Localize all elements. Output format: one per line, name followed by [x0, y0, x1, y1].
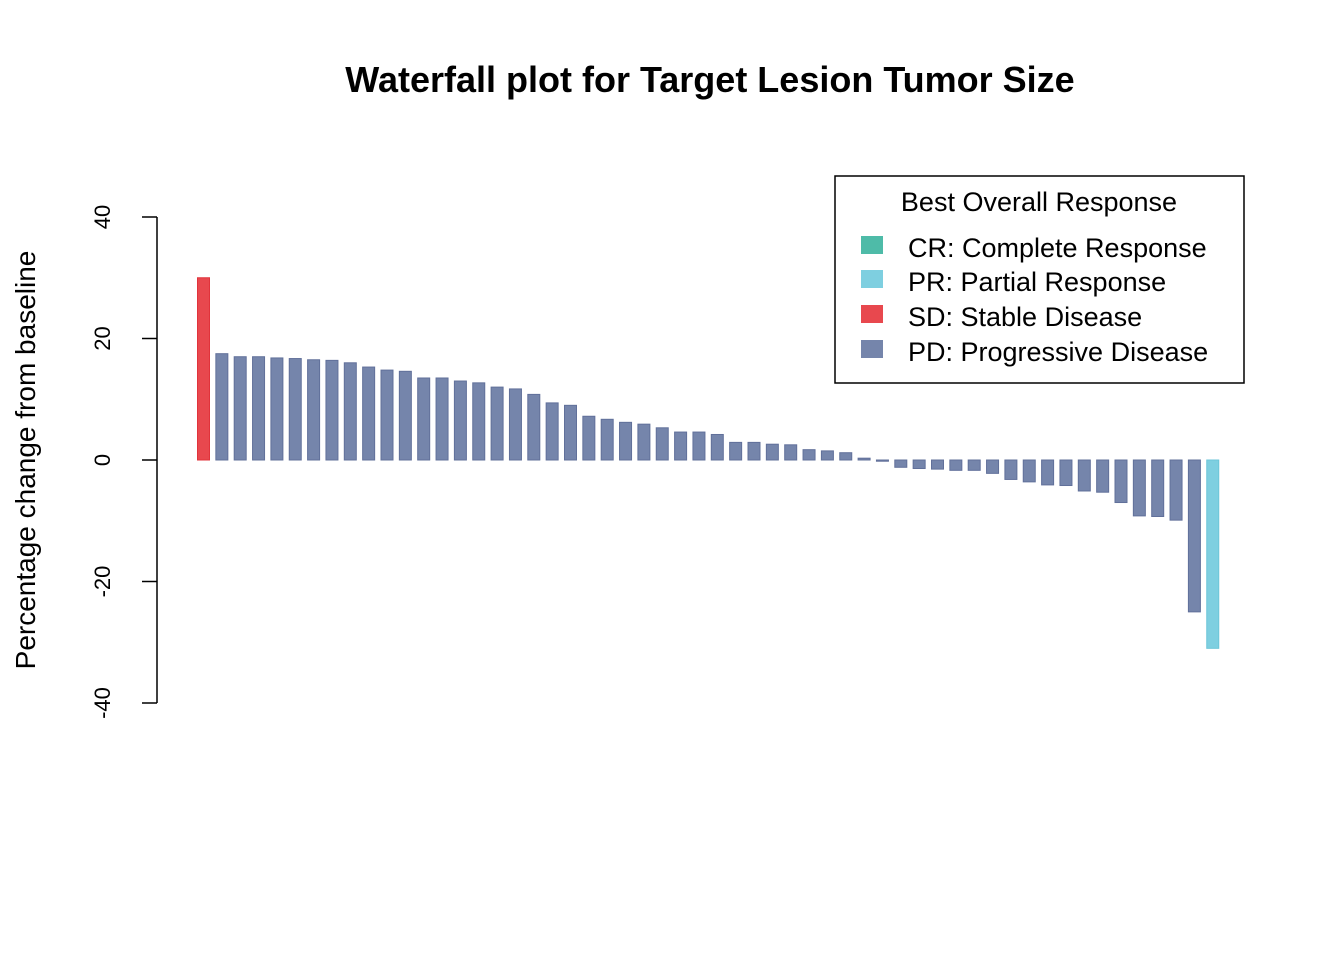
y-axis: -40 -20 0 20 40 — [90, 205, 158, 719]
bar — [1004, 459, 1018, 480]
y-axis-label: Percentage change from baseline — [10, 251, 41, 670]
bar — [967, 459, 981, 471]
chart-title: Waterfall plot for Target Lesion Tumor S… — [345, 59, 1074, 100]
bar — [857, 457, 871, 461]
bar — [490, 386, 504, 461]
bar — [362, 366, 376, 461]
legend-title: Best Overall Response — [901, 187, 1177, 217]
bar — [839, 452, 853, 461]
bar — [380, 369, 394, 461]
bar — [802, 449, 816, 461]
y-tick-label: 0 — [90, 454, 115, 466]
bar — [1022, 459, 1036, 483]
bar — [564, 404, 577, 461]
bar — [1169, 459, 1183, 521]
bar — [307, 359, 321, 461]
legend-label-cr: CR: Complete Response — [908, 233, 1207, 263]
legend-box — [834, 175, 1245, 384]
y-tick-label: -40 — [90, 687, 115, 719]
bar — [820, 450, 834, 461]
bar — [784, 444, 798, 461]
bar — [747, 441, 761, 461]
bar — [527, 393, 541, 461]
bar — [435, 377, 449, 461]
bar — [1077, 459, 1091, 492]
bar — [710, 433, 724, 461]
bar — [875, 459, 889, 462]
bar-series — [197, 277, 1220, 649]
bar — [398, 370, 412, 461]
bar — [729, 441, 743, 461]
bar — [912, 459, 926, 470]
legend-swatch-cr — [861, 236, 883, 254]
bar — [637, 423, 651, 461]
bar — [1114, 459, 1128, 504]
bar — [692, 431, 706, 461]
legend-label-sd: SD: Stable Disease — [908, 302, 1142, 332]
y-tick-label: 20 — [90, 326, 115, 350]
bar — [252, 356, 266, 461]
bar — [1151, 459, 1165, 517]
bar — [417, 377, 431, 461]
bar — [453, 380, 467, 461]
bar — [1096, 459, 1110, 493]
bar — [545, 402, 559, 461]
bar — [986, 459, 1000, 474]
bar — [894, 459, 908, 468]
y-tick-label: -20 — [90, 566, 115, 598]
bar — [343, 362, 357, 461]
bar — [600, 418, 614, 461]
bar — [1059, 459, 1073, 487]
legend-swatch-pr — [861, 270, 883, 288]
y-tick-label: 40 — [90, 205, 115, 229]
bar — [1206, 459, 1220, 649]
legend-swatch-sd — [861, 305, 883, 323]
bar — [765, 443, 779, 461]
bar — [215, 353, 229, 461]
bar — [288, 358, 302, 461]
bar — [655, 427, 669, 461]
bar — [1132, 459, 1146, 517]
bar — [270, 357, 284, 461]
bar — [949, 459, 963, 471]
bar — [619, 421, 633, 461]
bar — [197, 277, 210, 461]
legend: Best Overall Response CR: Complete Respo… — [834, 175, 1245, 384]
bar — [508, 388, 522, 461]
legend-label-pr: PR: Partial Response — [908, 267, 1166, 297]
bar — [582, 415, 596, 461]
bar — [1041, 459, 1055, 486]
legend-label-pd: PD: Progressive Disease — [908, 337, 1208, 367]
bar — [472, 382, 486, 461]
bar — [233, 356, 247, 461]
bar — [931, 459, 944, 470]
bar — [1187, 459, 1201, 613]
bar — [325, 359, 339, 461]
legend-swatch-pd — [861, 340, 883, 358]
bar — [674, 431, 688, 461]
